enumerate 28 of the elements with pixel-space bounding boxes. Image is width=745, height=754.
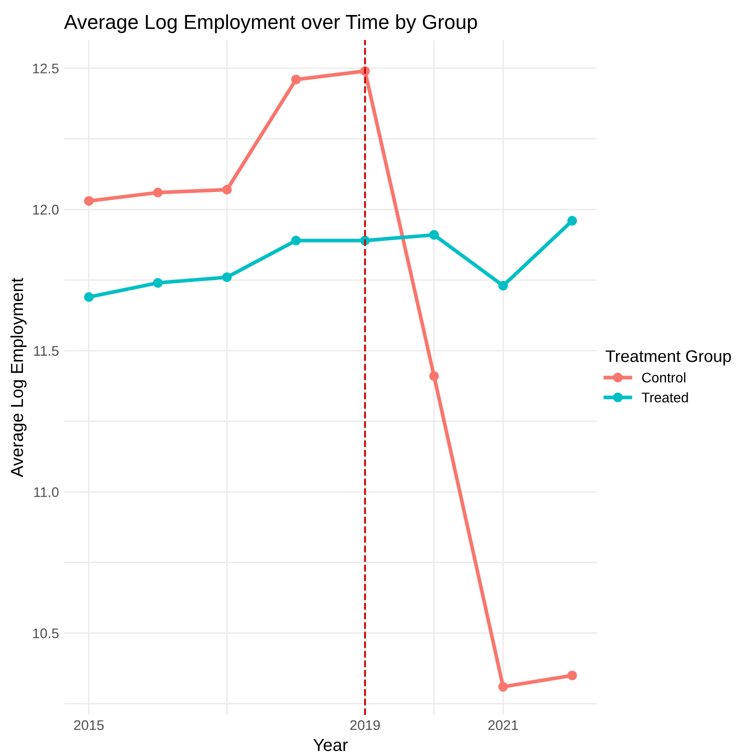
point: [222, 184, 232, 195]
x-axis-title: Year: [313, 739, 348, 752]
y-tick-label: 11.0: [34, 487, 59, 498]
point: [567, 216, 578, 226]
chart-title: Average Log Employment over Time by Group: [64, 14, 477, 34]
y-tick-label: 11.5: [34, 346, 59, 356]
point: [429, 230, 439, 240]
point: [222, 272, 232, 282]
legend-title: Treatment Group: [606, 350, 731, 366]
y-tick-label: 10.5: [33, 628, 59, 638]
point: [153, 188, 163, 198]
x-tick-label: 2019: [350, 720, 380, 730]
point: [291, 74, 301, 84]
x-tick-label: 2021: [488, 720, 518, 730]
point: [567, 670, 578, 680]
point: [84, 292, 94, 302]
y-axis-title: Average Log Employment: [10, 278, 27, 478]
point: [498, 280, 508, 291]
legend-label: Control: [642, 372, 686, 383]
x-tick-label: 2015: [74, 720, 104, 730]
point: [153, 278, 163, 288]
point: [291, 236, 301, 246]
point: [498, 682, 508, 692]
legend-label: Treated: [642, 392, 688, 402]
y-tick-label: 12.0: [33, 204, 59, 215]
y-tick-label: 12.5: [33, 64, 59, 74]
point: [429, 371, 439, 381]
point: [84, 196, 94, 206]
